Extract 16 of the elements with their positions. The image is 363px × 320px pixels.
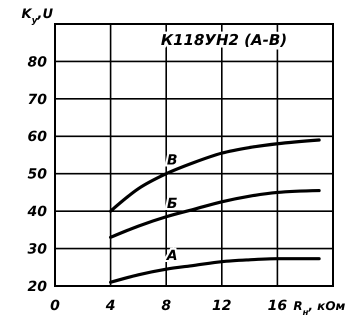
x-tick-label: 0 xyxy=(50,298,60,314)
y-tick-label: 80 xyxy=(28,54,48,70)
x-axis-title: R$_{н}$, кОм xyxy=(293,299,346,317)
y-tick-label: 20 xyxy=(28,278,48,295)
y-axis-title: K$_{у}$,U xyxy=(21,7,54,26)
x-tick-label: 4 xyxy=(104,298,116,314)
series-label: В xyxy=(166,152,178,169)
y-tick-label: 50 xyxy=(28,166,48,183)
y-tick-label: 30 xyxy=(28,241,48,258)
y-tick-label: 60 xyxy=(28,129,48,146)
x-tick-label: 12 xyxy=(212,298,232,314)
x-tick-label: 8 xyxy=(161,298,172,314)
x-tick-label: 16 xyxy=(268,298,288,314)
y-tick-label: 40 xyxy=(26,204,48,220)
y-tick-label: 70 xyxy=(28,92,48,108)
series-label: Б xyxy=(166,196,178,212)
